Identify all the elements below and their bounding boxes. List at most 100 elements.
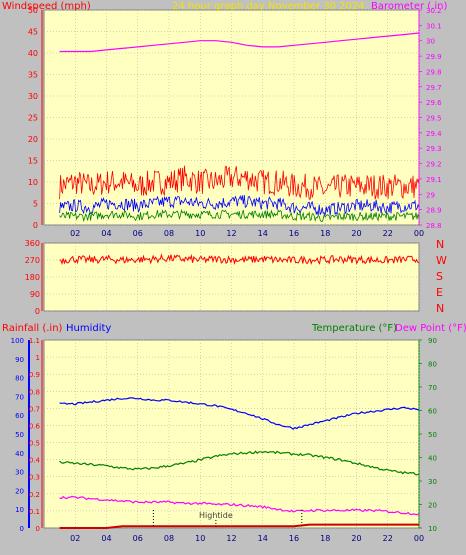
rainfall-tick-label: 0.5 — [29, 440, 40, 448]
compass-letter: S — [436, 270, 443, 283]
barometer-tick-label: 29.5 — [426, 115, 442, 123]
humidity-axis-title: Humidity — [66, 323, 111, 334]
x-tick-label: 08 — [164, 534, 174, 543]
windspeed-tick-label: 40 — [28, 49, 38, 58]
x-tick-label: 20 — [351, 229, 361, 238]
temperature-tick-label: 10 — [428, 525, 437, 533]
wind-direction-series — [59, 253, 420, 266]
rainfall-tick-label: 0 — [36, 525, 40, 533]
x-tick-label: 22 — [383, 229, 393, 238]
temp-humidity-grid — [28, 339, 422, 529]
windspeed-tick-label: 50 — [28, 6, 38, 15]
temperature-tick-label: 30 — [428, 478, 437, 486]
barometer-tick-label: 29.9 — [426, 53, 442, 61]
x-tick-label: 12 — [226, 229, 236, 238]
temp-humidity-x-tick-labels: 02 04 06 08 10 12 14 16 18 20 22 00 — [70, 534, 424, 543]
chart-title: 24 hour graph day November 30 2024 — [172, 1, 365, 12]
humidity-tick-label: 90 — [15, 356, 24, 364]
rainfall-tick-label: 0.7 — [29, 405, 40, 413]
rainfall-tick-label: 1.1 — [29, 337, 40, 345]
temperature-tick-label: 60 — [428, 408, 437, 416]
rainfall-tick-label: 0.6 — [29, 422, 41, 430]
windspeed-tick-label: 15 — [28, 157, 38, 166]
windspeed-tick-label: 30 — [28, 92, 38, 101]
rainfall-tick-label: 0.4 — [29, 457, 41, 465]
hightide-annotation: Hightide — [199, 511, 233, 520]
direction-tick-label: 360 — [25, 239, 40, 248]
x-tick-label: 06 — [133, 534, 143, 543]
temperature-tick-labels: 10 20 30 40 50 60 70 80 90 — [428, 337, 437, 533]
temperature-axis-title: Temperature (°F) — [311, 323, 397, 334]
rainfall-tick-label: 0.1 — [29, 508, 40, 516]
humidity-tick-label: 100 — [11, 337, 24, 345]
barometer-tick-label: 29.6 — [426, 99, 442, 107]
barometer-tick-label: 29 — [426, 191, 435, 199]
x-tick-label: 10 — [195, 534, 205, 543]
series-line-dew-point-f- — [59, 495, 420, 516]
humidity-tick-label: 70 — [15, 393, 24, 401]
barometer-tick-label: 28.8 — [426, 222, 442, 230]
rainfall-tick-labels: 0 0.1 0.2 0.3 0.4 0.5 0.6 0.7 0.8 0.9 1 1.1 — [29, 337, 41, 533]
series-line-temperature-f- — [59, 450, 420, 476]
humidity-tick-labels: 0 10 20 30 40 50 60 70 80 90 100 — [11, 337, 24, 533]
wind-baro-x-tick-labels: 02 04 06 08 10 12 14 16 18 20 22 00 — [70, 229, 424, 238]
windspeed-tick-labels: 0 5 10 15 20 25 30 35 40 45 50 — [28, 6, 38, 230]
barometer-tick-label: 30.1 — [426, 22, 442, 30]
x-tick-label: 14 — [258, 229, 268, 238]
humidity-tick-label: 10 — [15, 506, 24, 514]
x-tick-label: 22 — [383, 534, 393, 543]
x-tick-label: 16 — [289, 229, 299, 238]
x-tick-label: 14 — [258, 534, 268, 543]
direction-tick-label: 270 — [25, 256, 40, 265]
barometer-tick-label: 28.9 — [426, 207, 442, 215]
wind-direction-tick-labels: 0 90 180 270 360 — [25, 239, 40, 316]
wind-baro-series — [59, 32, 420, 223]
temperature-tick-label: 80 — [428, 361, 437, 369]
windspeed-tick-label: 25 — [28, 114, 38, 123]
series-line-windspeed-mph- — [59, 165, 420, 200]
windspeed-tick-label: 5 — [33, 200, 38, 209]
barometer-tick-label: 29.4 — [426, 130, 442, 138]
barometer-tick-labels: 28.8 28.9 29 29.1 29.2 29.3 29.4 29.5 29.6 29.7 29… — [426, 7, 442, 230]
windspeed-tick-label: 20 — [28, 135, 38, 144]
x-tick-label: 00 — [414, 534, 424, 543]
compass-letter: N — [436, 302, 444, 315]
barometer-tick-label: 30 — [426, 38, 435, 46]
humidity-tick-label: 0 — [20, 525, 24, 533]
direction-tick-label: 180 — [25, 273, 40, 282]
x-tick-label: 20 — [351, 534, 361, 543]
series-line-humidity — [59, 397, 420, 430]
series-line-rainfall-in- — [59, 523, 419, 529]
humidity-tick-label: 30 — [15, 469, 24, 477]
barometer-tick-label: 29.2 — [426, 161, 442, 169]
windspeed-tick-label: 45 — [28, 28, 38, 37]
x-tick-label: 10 — [195, 229, 205, 238]
direction-tick-label: 0 — [35, 307, 40, 316]
barometer-tick-label: 29.3 — [426, 145, 442, 153]
tide-markers: Hightide — [152, 510, 303, 528]
barometer-tick-label: 29.1 — [426, 176, 442, 184]
barometer-axis-title: Barometer (.in) — [371, 1, 447, 12]
temperature-tick-label: 50 — [428, 431, 437, 439]
humidity-tick-label: 80 — [15, 375, 24, 383]
windspeed-tick-label: 0 — [33, 221, 38, 230]
x-tick-label: 12 — [226, 534, 236, 543]
compass-letter: N — [436, 238, 444, 251]
series-line-wind-direction — [59, 253, 420, 266]
series-line-barometer-in- — [59, 32, 420, 53]
humidity-tick-label: 50 — [15, 431, 24, 439]
temperature-tick-label: 20 — [428, 502, 437, 510]
barometer-tick-label: 29.7 — [426, 84, 442, 92]
wind-direction-grid — [41, 242, 420, 312]
temp-humidity-series — [59, 397, 420, 529]
x-tick-label: 04 — [101, 229, 111, 238]
compass-letter: E — [436, 286, 443, 299]
humidity-tick-label: 60 — [15, 412, 24, 420]
humidity-tick-label: 20 — [15, 487, 24, 495]
x-tick-label: 06 — [133, 229, 143, 238]
x-tick-label: 18 — [320, 534, 330, 543]
rainfall-axis-title: Rainfall (.in) — [2, 323, 63, 334]
temperature-tick-label: 40 — [428, 455, 437, 463]
compass-letter: W — [436, 254, 447, 267]
